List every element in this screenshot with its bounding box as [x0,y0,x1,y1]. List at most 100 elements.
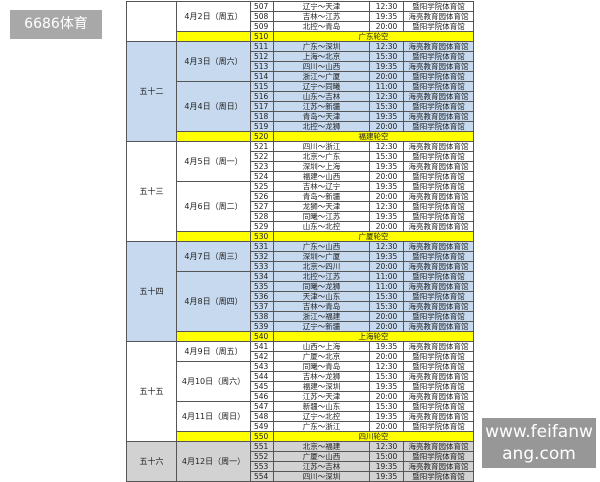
match-row: 516 山东～吉林 12:30 海亮教育园体育馆 [127,91,474,102]
match-teams: 浙江～广厦 [273,71,370,82]
match-number: 528 [250,211,274,222]
match-teams: 山东～北控 [273,221,370,232]
match-venue: 暨阳学院体育馆 [403,151,474,162]
match-venue: 暨阳学院体育馆 [403,51,474,62]
match-number: 536 [250,291,274,302]
match-venue: 海亮教育园体育馆 [403,161,474,172]
match-venue: 海亮教育园体育馆 [403,301,474,312]
match-number: 513 [250,61,274,72]
match-teams: 辽宁～新疆 [273,321,370,332]
match-venue: 海亮教育园体育馆 [403,321,474,332]
match-time: 15:30 [369,371,404,382]
match-teams: 吉林～辽宁 [273,181,370,192]
match-teams: 深圳～上海 [273,161,370,172]
match-number: 519 [250,121,274,132]
match-row: 518 青岛～天津 19:35 海亮教育园体育馆 [127,111,474,122]
match-time: 20:00 [369,221,404,232]
match-row: 546 江苏～天津 20:00 海亮教育园体育馆 [127,391,474,402]
match-time: 12:30 [369,141,404,152]
match-venue: 暨阳学院体育馆 [403,451,474,462]
match-row: 519 北控～龙狮 20:00 暨阳学院体育馆 [127,121,474,132]
match-number: 516 [250,91,274,102]
round-label: 五十四 [126,241,177,342]
match-teams: 北京～四川 [273,261,370,272]
match-venue: 海亮教育园体育馆 [403,391,474,402]
match-teams: 吉林～江苏 [273,11,370,22]
match-venue: 海亮教育园体育馆 [403,111,474,122]
match-row: 532 深圳～广厦 19:35 暨阳学院体育馆 [127,251,474,262]
match-number: 554 [250,471,274,482]
match-number: 552 [250,451,274,462]
match-venue: 暨阳学院体育馆 [403,361,474,372]
match-venue: 暨阳学院体育馆 [403,21,474,32]
match-venue: 海亮教育园体育馆 [403,281,474,292]
match-teams: 山西～上海 [273,341,370,352]
match-number: 538 [250,311,274,322]
match-time: 19:35 [369,381,404,392]
match-time: 15:00 [369,451,404,462]
match-date: 4月11日（周日） [176,401,251,432]
match-venue: 海亮教育园体育馆 [403,371,474,382]
match-date: 4月5日（周一） [176,141,251,182]
match-venue: 海亮教育园体育馆 [403,191,474,202]
match-number: 524 [250,171,274,182]
match-teams: 同曦～青岛 [273,361,370,372]
match-time: 12:30 [369,361,404,372]
match-time: 12:30 [369,241,404,252]
match-teams: 青岛～天津 [273,111,370,122]
match-venue: 暨阳学院体育馆 [403,211,474,222]
match-time: 20:00 [369,21,404,32]
match-time: 11:00 [369,271,404,282]
bye-spacer [176,231,251,242]
match-teams: 天津～山东 [273,291,370,302]
match-row: 545 福建～深圳 19:35 暨阳学院体育馆 [127,381,474,392]
match-number: 531 [250,241,274,252]
schedule-table: 4月2日（周五） 507 辽宁～天津 12:30 暨阳学院体育馆 508 吉林～江苏 19:3… [126,1,474,482]
match-teams: 北京～广东 [273,151,370,162]
match-venue: 海亮教育园体育馆 [403,261,474,272]
match-time: 19:35 [369,461,404,472]
match-teams: 四川～山西 [273,61,370,72]
match-number: 542 [250,351,274,362]
match-number: 527 [250,201,274,212]
match-date: 4月6日（周二） [176,181,251,232]
match-row: 4月6日（周二） 525 吉林～辽宁 19:35 暨阳学院体育馆 [127,181,474,232]
match-time: 19:35 [369,211,404,222]
match-time: 19:35 [369,341,404,352]
match-number: 547 [250,401,274,412]
match-row: 五十四 4月7日（周三） 531 广东～山西 12:30 海亮教育园体育馆 [126,241,474,342]
match-date: 4月2日（周五） [176,1,251,32]
match-venue: 暨阳学院体育馆 [403,81,474,92]
bye-team: 四川轮空 [273,431,474,442]
match-teams: 新疆～山东 [273,401,370,412]
match-date: 4月10日（周六） [176,361,251,402]
bye-spacer [176,131,251,142]
bye-number: 510 [250,31,274,42]
match-teams: 浙江～福建 [273,311,370,322]
bye-team: 上海轮空 [273,331,474,342]
match-venue: 暨阳学院体育馆 [403,291,474,302]
match-venue: 海亮教育园体育馆 [403,41,474,52]
match-teams: 福建～山西 [273,171,370,182]
match-row: 4月4日（周日） 515 辽宁～同曦 11:00 暨阳学院体育馆 [127,81,474,132]
match-teams: 广东～深圳 [273,41,370,52]
match-row: 508 吉林～江苏 19:35 海亮教育园体育馆 [127,11,474,22]
match-venue: 海亮教育园体育馆 [403,91,474,102]
match-time: 20:00 [369,421,404,432]
match-time: 20:00 [369,351,404,362]
match-teams: 辽宁～同曦 [273,81,370,92]
match-teams: 吉林～青岛 [273,301,370,312]
match-number: 509 [250,21,274,32]
match-teams: 辽宁～北控 [273,411,370,422]
match-date: 4月8日（周四） [176,271,251,332]
match-time: 12:30 [369,201,404,212]
match-date: 4月4日（周日） [176,81,251,132]
match-teams: 北京～福建 [273,441,370,452]
match-venue: 暨阳学院体育馆 [403,181,474,192]
match-number: 543 [250,361,274,372]
match-venue: 海亮教育园体育馆 [403,411,474,422]
match-time: 15:30 [369,291,404,302]
match-number: 512 [250,51,274,62]
match-venue: 暨阳学院体育馆 [403,121,474,132]
match-time: 20:00 [369,321,404,332]
